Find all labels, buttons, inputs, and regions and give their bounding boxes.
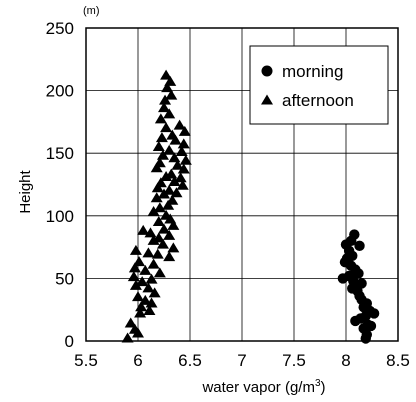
y-tick-label: 50 (55, 269, 74, 288)
point-afternoon (139, 264, 152, 275)
point-afternoon (151, 248, 164, 259)
y-tick-label: 150 (46, 144, 74, 163)
x-tick-label: 5.5 (74, 351, 98, 370)
data-points (121, 69, 380, 344)
point-afternoon (144, 227, 157, 238)
legend-morning-marker (261, 65, 273, 77)
y-tick-label: 0 (65, 332, 74, 351)
point-afternoon (142, 282, 155, 293)
point-afternoon (160, 69, 173, 80)
point-afternoon (158, 223, 170, 234)
point-afternoon (176, 179, 189, 190)
point-afternoon (133, 256, 146, 267)
y-axis-label: Height (17, 169, 34, 213)
point-afternoon (127, 271, 140, 282)
y-axis-unit: (m) (83, 5, 100, 17)
point-afternoon (163, 251, 176, 262)
point-morning (353, 268, 364, 279)
point-afternoon (153, 202, 166, 213)
legend-morning-label: morning (282, 62, 343, 81)
point-morning (360, 333, 371, 344)
point-afternoon (179, 154, 192, 165)
x-tick-label: 6 (133, 351, 142, 370)
point-afternoon (132, 327, 144, 338)
legend: morning afternoon (249, 45, 389, 125)
point-afternoon (132, 291, 144, 302)
point-afternoon (158, 188, 170, 199)
point-afternoon (165, 89, 178, 100)
point-afternoon (129, 244, 142, 255)
x-axis-label: water vapor (g/m3) (201, 378, 325, 396)
point-afternoon (163, 108, 176, 119)
y-tick-label: 100 (46, 207, 74, 226)
point-afternoon (168, 152, 181, 163)
point-afternoon (177, 163, 190, 174)
point-afternoon (134, 307, 147, 318)
point-morning (354, 240, 365, 252)
point-afternoon (150, 192, 163, 203)
point-morning (365, 320, 377, 332)
point-afternoon (160, 170, 173, 181)
point-morning (350, 315, 361, 327)
x-tick-label: 8 (341, 351, 350, 370)
point-afternoon (128, 262, 141, 273)
point-afternoon (147, 206, 160, 217)
point-afternoon (153, 267, 166, 278)
point-afternoon (156, 149, 169, 160)
point-afternoon (175, 145, 188, 156)
x-tick-label: 7 (237, 351, 246, 370)
point-afternoon (160, 122, 173, 133)
point-afternoon (145, 273, 158, 284)
point-afternoon (163, 229, 176, 240)
point-afternoon (169, 134, 182, 145)
point-afternoon (135, 301, 148, 312)
point-afternoon (142, 247, 155, 258)
plot-frame (85, 27, 399, 342)
point-afternoon (147, 234, 160, 245)
point-afternoon (162, 199, 175, 210)
x-tick-label: 8.5 (386, 351, 410, 370)
tick-labels: 5.5 6 6.5 7 7.5 8 8.5 0 50 100 150 200 250 (46, 19, 410, 370)
x-tick-label: 6.5 (178, 351, 202, 370)
point-morning (368, 308, 380, 319)
point-afternoon (148, 287, 161, 298)
point-afternoon (136, 276, 149, 287)
x-tick-label: 7.5 (282, 351, 306, 370)
point-afternoon (137, 224, 150, 235)
point-afternoon (121, 332, 134, 343)
point-afternoon (155, 132, 168, 143)
point-afternoon (163, 144, 176, 155)
legend-afternoon-label: afternoon (282, 91, 354, 110)
point-afternoon (174, 172, 187, 183)
point-afternoon (143, 304, 156, 315)
legend-box (249, 45, 389, 125)
point-afternoon (177, 138, 190, 149)
point-afternoon (159, 94, 172, 105)
point-afternoon (167, 219, 180, 230)
point-morning (337, 273, 349, 284)
point-afternoon (173, 119, 186, 130)
point-afternoon (154, 113, 167, 124)
point-afternoon (178, 125, 191, 136)
point-afternoon (158, 102, 170, 113)
point-afternoon (168, 175, 181, 186)
point-afternoon (167, 242, 180, 253)
point-afternoon (147, 258, 160, 269)
point-afternoon (129, 279, 142, 290)
point-afternoon (152, 140, 165, 151)
point-afternoon (151, 182, 164, 193)
point-afternoon (145, 297, 158, 308)
point-afternoon (156, 238, 169, 249)
point-afternoon (152, 216, 165, 227)
legend-afternoon-marker (261, 94, 273, 105)
y-tick-label: 250 (46, 19, 74, 38)
point-afternoon (124, 317, 137, 328)
point-afternoon (170, 187, 183, 198)
point-afternoon (150, 162, 163, 173)
point-afternoon (161, 82, 174, 93)
point-afternoon (139, 294, 152, 305)
point-afternoon (171, 159, 184, 170)
y-tick-label: 200 (46, 82, 74, 101)
